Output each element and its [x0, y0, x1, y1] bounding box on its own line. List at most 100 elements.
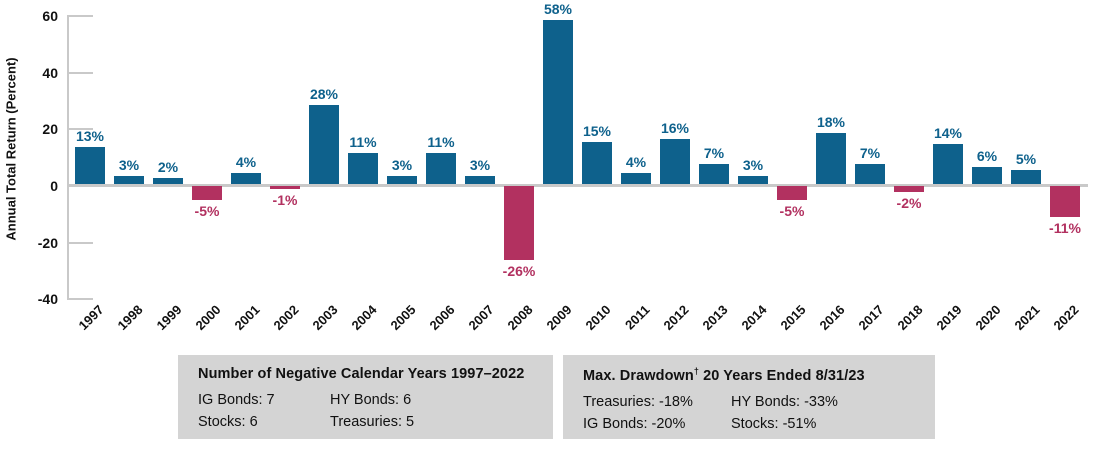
- bar-1999: [153, 178, 183, 184]
- y-axis-tick-label: -40: [37, 291, 58, 308]
- bar-value-label: -1%: [272, 192, 298, 208]
- max-drawdown-title-main: Max. Drawdown: [583, 367, 694, 384]
- bar-value-label: 6%: [976, 148, 998, 164]
- bar-1997: [75, 147, 105, 184]
- bar-2002: [270, 186, 300, 189]
- bar-value-label: 4%: [235, 154, 257, 170]
- bar-2009: [543, 20, 573, 184]
- negative-years-box-title: Number of Negative Calendar Years 1997–2…: [198, 366, 525, 382]
- stat-ig-bonds-count: IG Bonds: 7: [198, 392, 275, 408]
- x-axis-label-2015: 2015: [777, 302, 809, 334]
- x-axis-label-2018: 2018: [894, 302, 926, 334]
- bar-value-label: 3%: [469, 157, 491, 173]
- stat-treasuries-drawdown: Treasuries: -18%: [583, 393, 693, 410]
- stat-stocks-drawdown: Stocks: -51%: [731, 415, 817, 432]
- bar-2010: [582, 142, 612, 184]
- bar-value-label: 11%: [349, 134, 377, 150]
- bar-value-label: 58%: [543, 1, 573, 17]
- x-axis-label-2004: 2004: [348, 302, 380, 334]
- x-axis-label-2012: 2012: [660, 302, 692, 334]
- negative-years-box-grid: IG Bonds: 7 HY Bonds: 6 Stocks: 6 Treasu…: [198, 389, 533, 433]
- bar-value-label: 18%: [816, 114, 846, 130]
- x-axis-label-2008: 2008: [504, 302, 536, 334]
- bar-value-label: 2%: [157, 159, 179, 175]
- y-axis-tick: [69, 15, 93, 17]
- x-axis-label-1997: 1997: [75, 302, 107, 334]
- x-axis-label-1999: 1999: [153, 302, 185, 334]
- x-axis-label-2006: 2006: [426, 302, 458, 334]
- bar-value-label: 13%: [75, 128, 105, 144]
- bar-2013: [699, 164, 729, 184]
- bar-value-label: -5%: [779, 203, 805, 219]
- x-axis-label-2013: 2013: [699, 302, 731, 334]
- x-axis-label-2022: 2022: [1050, 302, 1082, 334]
- bar-value-label: 28%: [309, 86, 339, 102]
- bar-value-label: -26%: [502, 263, 536, 279]
- y-axis-tick-label: -20: [37, 234, 58, 251]
- bar-2000: [192, 186, 222, 200]
- x-axis-label-1998: 1998: [114, 302, 146, 334]
- y-axis-line: [67, 15, 69, 300]
- y-axis-tick: [69, 71, 93, 74]
- bar-2021: [1011, 170, 1041, 184]
- bar-value-label: 3%: [118, 157, 140, 173]
- bar-value-label: 5%: [1015, 151, 1037, 167]
- bar-2016: [816, 133, 846, 184]
- bar-2005: [387, 176, 417, 184]
- bar-2003: [309, 105, 339, 184]
- bar-2015: [777, 186, 807, 200]
- x-axis-label-2011: 2011: [622, 302, 653, 333]
- bar-value-label: -2%: [896, 195, 922, 211]
- bar-value-label: 15%: [582, 123, 612, 139]
- stat-stocks-count: Stocks: 6: [198, 414, 258, 430]
- bar-2012: [660, 139, 690, 184]
- y-axis-title: Annual Total Return (Percent): [3, 57, 19, 241]
- bar-2011: [621, 173, 651, 184]
- max-drawdown-box-title: Max. Drawdown† 20 Years Ended 8/31/23: [583, 366, 915, 384]
- stat-treasuries-count: Treasuries: 5: [330, 414, 415, 430]
- stat-hy-bonds-drawdown: HY Bonds: -33%: [731, 393, 838, 410]
- y-axis-tick: [69, 128, 93, 131]
- x-axis-label-2014: 2014: [738, 302, 770, 334]
- x-axis-label-2009: 2009: [543, 302, 575, 334]
- y-axis-tick: [69, 241, 93, 244]
- x-axis-label-2010: 2010: [582, 302, 614, 334]
- bar-2017: [855, 164, 885, 184]
- max-drawdown-box-grid: Treasuries: -18% HY Bonds: -33% IG Bonds…: [583, 391, 915, 435]
- x-axis-label-2016: 2016: [816, 302, 848, 334]
- bar-2020: [972, 167, 1002, 184]
- bar-2018: [894, 186, 924, 192]
- x-axis-label-2001: 2001: [231, 302, 263, 334]
- max-drawdown-title-rest: 20 Years Ended 8/31/23: [698, 367, 865, 384]
- bar-2001: [231, 173, 261, 184]
- bar-2014: [738, 176, 768, 184]
- x-axis-label-2020: 2020: [972, 302, 1004, 334]
- bar-2019: [933, 144, 963, 184]
- bar-value-label: 11%: [427, 134, 455, 150]
- stat-ig-bonds-drawdown: IG Bonds: -20%: [583, 415, 686, 432]
- bar-value-label: 14%: [933, 125, 963, 141]
- max-drawdown-box: Max. Drawdown† 20 Years Ended 8/31/23 Tr…: [563, 355, 935, 439]
- y-axis-tick: [69, 298, 93, 301]
- y-axis-tick-label: 60: [42, 8, 58, 24]
- x-axis-label-2021: 2021: [1011, 302, 1043, 334]
- y-axis-tick-label: 40: [42, 64, 58, 81]
- bar-2004: [348, 153, 378, 184]
- bar-value-label: -11%: [1049, 220, 1081, 236]
- bar-value-label: 3%: [742, 157, 764, 173]
- x-axis-label-2002: 2002: [270, 302, 302, 334]
- bar-value-label: 16%: [660, 120, 690, 136]
- bar-value-label: 7%: [703, 145, 725, 161]
- bar-value-label: 7%: [859, 145, 881, 161]
- x-axis-label-2019: 2019: [933, 302, 965, 334]
- x-axis-label-2000: 2000: [192, 302, 224, 334]
- bar-chart: Annual Total Return (Percent) 60 40 20 0 -20…: [3, 1, 1088, 334]
- bar-value-label: -5%: [194, 203, 220, 219]
- dagger-footnote-marker: †: [693, 366, 699, 376]
- bar-value-label: 4%: [625, 154, 647, 170]
- x-axis-label-2005: 2005: [387, 302, 419, 334]
- bar-2022: [1050, 186, 1080, 217]
- x-axis-label-2017: 2017: [855, 302, 887, 334]
- stat-hy-bonds-count: HY Bonds: 6: [330, 392, 412, 408]
